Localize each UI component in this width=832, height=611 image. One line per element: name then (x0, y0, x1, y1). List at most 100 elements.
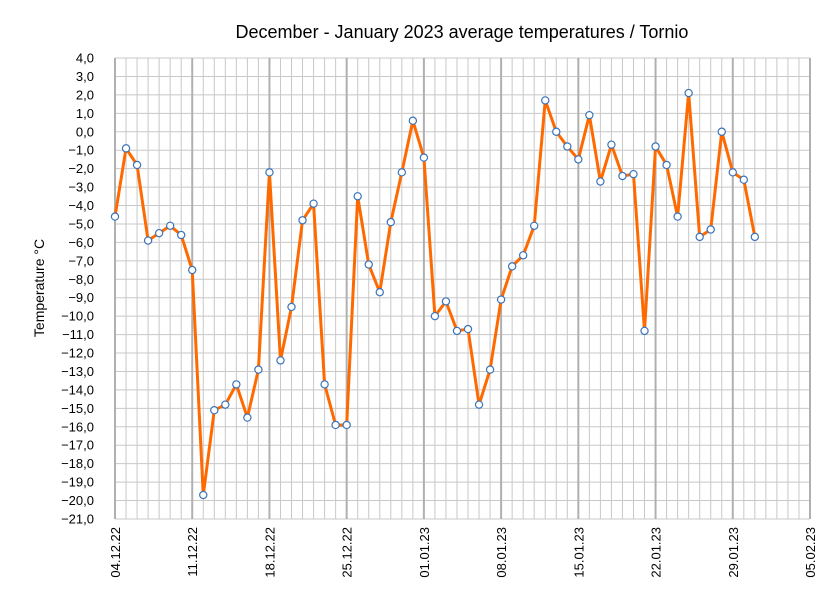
data-point (397, 168, 407, 177)
data-point (629, 169, 638, 179)
data-point (199, 490, 208, 500)
data-point (309, 199, 318, 208)
data-point (176, 230, 186, 240)
data-point (408, 116, 418, 125)
x-tick-label: 01.01.23 (417, 527, 432, 578)
data-point (386, 217, 395, 227)
data-point (143, 236, 153, 245)
data-point (640, 326, 649, 336)
data-point (121, 144, 131, 153)
x-tick-label: 04.12.22 (108, 527, 123, 578)
y-axis-label: Temperature °C (31, 239, 47, 337)
data-point (518, 251, 528, 260)
data-point (496, 295, 506, 304)
y-tick-label: −4,0 (68, 198, 94, 213)
x-tick-label: 25.12.22 (340, 527, 355, 578)
data-point (574, 155, 583, 164)
x-tick-label: 05.02.23 (803, 527, 818, 578)
data-point (541, 96, 550, 105)
y-tick-label: 1,0 (76, 106, 94, 121)
y-tick-label: 3,0 (76, 69, 94, 84)
data-point (298, 216, 307, 225)
data-point (552, 127, 561, 136)
x-tick-label: 15.01.23 (571, 527, 586, 578)
series (110, 88, 760, 500)
data-point (165, 221, 175, 231)
data-point (342, 420, 351, 430)
x-tick-label: 08.01.23 (494, 527, 509, 578)
data-point (221, 400, 230, 409)
data-point (287, 302, 296, 312)
y-tick-label: −18,0 (61, 456, 94, 471)
data-point (375, 287, 384, 297)
data-point (364, 260, 373, 269)
y-tick-label: 2,0 (76, 87, 94, 102)
y-tick-label: −16,0 (61, 419, 94, 434)
data-point (507, 262, 517, 271)
data-point (132, 160, 142, 170)
x-tick-label: 11.12.22 (185, 527, 200, 577)
y-tick-label: −5,0 (68, 216, 94, 231)
data-point (463, 324, 473, 334)
data-point (430, 311, 440, 321)
y-tick-label: −13,0 (61, 364, 94, 379)
data-point (717, 127, 726, 136)
data-point (684, 88, 693, 98)
data-point (452, 326, 462, 336)
data-point (254, 365, 263, 374)
y-tick-label: −2,0 (68, 161, 94, 176)
data-point (607, 140, 616, 149)
y-tick-label: −10,0 (61, 309, 94, 324)
data-point (419, 153, 429, 162)
y-tick-label: −15,0 (61, 401, 94, 416)
y-tick-label: −1,0 (68, 143, 94, 158)
data-point (750, 232, 760, 242)
y-tick-label: −21,0 (61, 512, 94, 527)
data-point (154, 228, 164, 238)
data-point (728, 168, 737, 177)
data-point (485, 365, 495, 374)
data-point (530, 221, 539, 231)
y-tick-label: −9,0 (68, 290, 94, 305)
data-point (596, 177, 605, 186)
x-tick-label: 22.01.23 (649, 527, 664, 578)
x-axis-ticks: 04.12.22 11.12.22 18.12.22 25.12.22 01.01.23… (108, 527, 818, 578)
chart-title: December - January 2023 average temperat… (236, 22, 689, 42)
data-point (265, 168, 274, 177)
data-point (474, 400, 484, 409)
data-point (651, 142, 660, 151)
y-tick-label: −17,0 (61, 438, 94, 453)
data-point (188, 265, 197, 275)
x-tick-label: 18.12.22 (262, 527, 277, 578)
data-point (110, 212, 120, 221)
y-tick-label: 0,0 (76, 124, 94, 139)
y-tick-label: 4,0 (76, 51, 94, 66)
y-tick-label: −7,0 (68, 253, 94, 268)
data-point (585, 110, 594, 120)
y-tick-label: −19,0 (61, 475, 94, 490)
data-point (331, 420, 340, 430)
data-point (618, 171, 627, 181)
data-point (210, 406, 219, 415)
data-point (441, 297, 451, 306)
data-point (320, 380, 329, 389)
grid (114, 57, 811, 520)
y-axis-ticks: 4,0 3,0 2,0 1,0 0,0 −1,0 −2,0 −3,0 −4,0 −5,0 −6,0 −… (61, 51, 94, 527)
data-point (695, 232, 704, 242)
y-tick-label: −12,0 (61, 346, 94, 361)
data-point (353, 192, 362, 201)
data-point (243, 413, 252, 422)
y-tick-label: −20,0 (61, 493, 94, 508)
y-tick-label: −14,0 (61, 382, 94, 397)
x-tick-label: 29.01.23 (726, 527, 741, 578)
data-point (706, 225, 715, 234)
y-tick-label: −11,0 (62, 327, 94, 342)
data-point (739, 175, 749, 184)
data-point (232, 380, 241, 389)
y-tick-label: −8,0 (68, 272, 94, 287)
data-point (276, 356, 285, 365)
y-tick-label: −6,0 (68, 235, 94, 250)
data-point (563, 142, 572, 151)
